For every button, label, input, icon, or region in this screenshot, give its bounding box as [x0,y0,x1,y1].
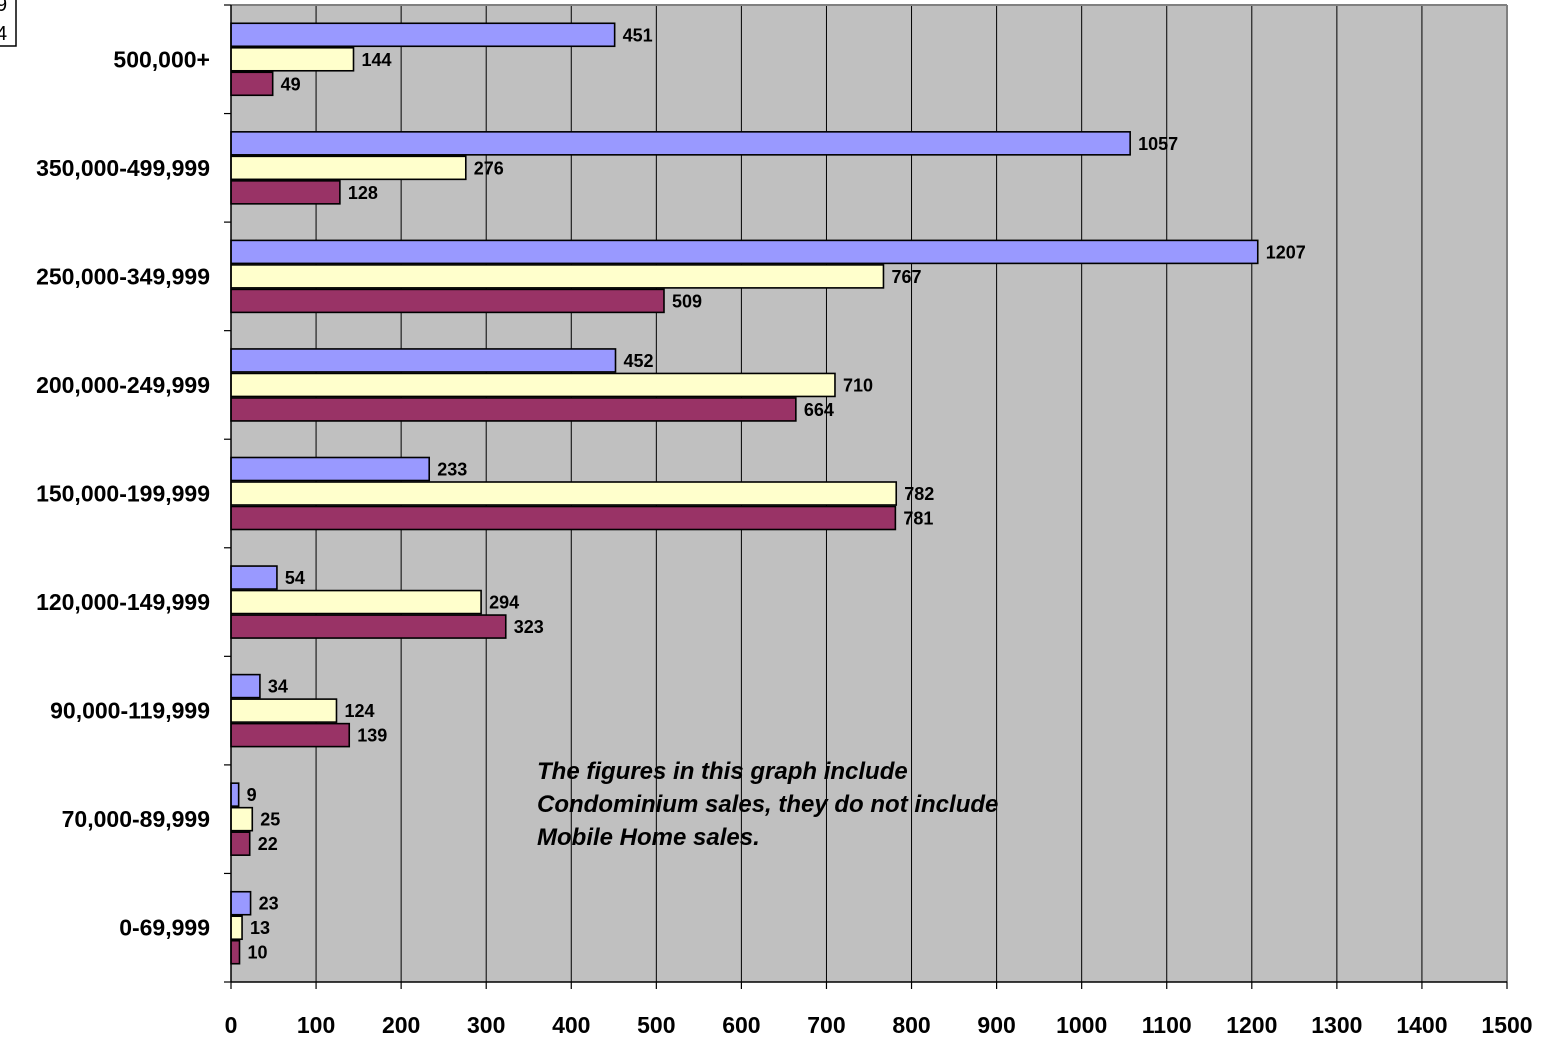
x-tick-label: 500 [637,1012,675,1037]
data-label: 13 [250,918,270,938]
data-label: 23 [259,894,279,914]
x-tick-label: 1400 [1396,1012,1447,1037]
legend-fragment-2: 4 [0,23,7,45]
data-label: 124 [344,701,374,721]
axes [224,4,1508,989]
bar [230,722,351,748]
bar [230,589,482,615]
data-label: 34 [268,677,288,697]
x-tick-label: 600 [722,1012,760,1037]
legend-fragment: 9 4 [0,0,17,47]
bar [230,46,355,72]
x-tick-label: 800 [892,1012,930,1037]
bar [230,505,897,531]
annotation-note: The figures in this graph include Condom… [537,758,998,851]
annotation-line-1: The figures in this graph include [537,758,908,785]
data-label: 294 [489,593,519,613]
data-label: 22 [258,834,278,854]
category-label: 90,000-119,999 [50,698,210,724]
x-tick-label: 1500 [1481,1012,1532,1037]
bar [230,915,243,941]
bar [230,698,338,723]
category-labels: 500,000+ 350,000-499,999 250,000-349,999 20… [36,46,210,940]
bar [230,180,341,205]
bar [230,831,251,856]
x-tick-label: 200 [382,1012,420,1037]
bar [230,155,467,181]
data-label: 49 [281,74,301,94]
bar [230,939,241,965]
data-label: 664 [804,400,834,420]
data-label: 1057 [1138,134,1178,154]
x-tick-label: 1300 [1311,1012,1362,1037]
data-label: 710 [843,375,873,395]
category-label: 120,000-149,999 [36,589,210,615]
data-label: 54 [285,568,305,588]
legend-fragment-1: 9 [0,0,7,16]
x-tick-label: 0 [225,1012,238,1037]
data-label: 451 [623,25,653,45]
category-label: 0-69,999 [119,915,210,941]
data-label: 1207 [1266,242,1306,262]
data-labels: 4511444910572761281207767509452710664233… [247,25,1306,962]
bar [230,565,278,590]
x-tick-label: 900 [977,1012,1015,1037]
data-label: 767 [891,267,921,287]
bar [230,22,616,48]
bar [230,239,1259,265]
bar [230,264,885,289]
x-tick-label: 1000 [1056,1012,1107,1037]
category-label: 350,000-499,999 [36,155,210,181]
category-label: 200,000-249,999 [36,372,210,398]
data-label: 782 [904,484,934,504]
data-label: 10 [248,943,268,963]
bar [230,131,1131,156]
x-tick-label: 300 [467,1012,505,1037]
category-label: 250,000-349,999 [36,263,210,289]
data-label: 139 [357,726,387,746]
data-label: 452 [624,351,654,371]
legend-box-edge [0,0,17,47]
x-tick-label: 700 [807,1012,845,1037]
x-tick-label: 400 [552,1012,590,1037]
data-label: 276 [474,158,504,178]
annotation-line-2: Condominium sales, they do not include [537,791,998,818]
bar [230,397,797,422]
bar [230,348,617,373]
bar [230,806,254,832]
bar [230,288,665,314]
data-label: 323 [514,617,544,637]
data-label: 9 [247,785,257,805]
data-label: 25 [260,810,280,830]
category-label: 500,000+ [113,46,210,72]
data-label: 509 [672,291,702,311]
bar [230,71,274,97]
bar [230,782,240,807]
data-label: 128 [348,183,378,203]
data-label: 144 [361,50,391,70]
bar [230,614,507,639]
data-label: 233 [437,460,467,480]
x-tick-label: 100 [297,1012,335,1037]
bar [230,372,836,398]
category-label: 70,000-89,999 [62,806,210,832]
bar [230,456,431,482]
x-tick-label: 1200 [1226,1012,1277,1037]
bar [230,481,898,506]
x-tick-labels: 0 100 200 300 400 500 600 700 800 900 1000 1100 1200… [225,1012,1533,1037]
bar [230,673,261,699]
x-tick-label: 1100 [1142,1012,1192,1037]
category-label: 150,000-199,999 [36,481,210,507]
annotation-line-3: Mobile Home sales. [537,824,760,851]
bar [230,890,252,916]
data-label: 781 [903,509,933,529]
